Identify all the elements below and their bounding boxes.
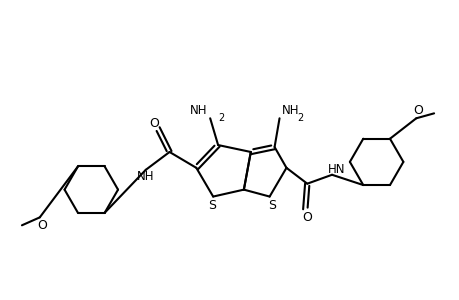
Text: 2: 2 bbox=[218, 113, 224, 123]
Text: NH: NH bbox=[281, 104, 298, 117]
Text: O: O bbox=[302, 211, 312, 224]
Text: O: O bbox=[37, 219, 47, 232]
Text: NH: NH bbox=[137, 170, 154, 183]
Text: S: S bbox=[208, 199, 216, 212]
Text: O: O bbox=[148, 117, 158, 130]
Text: 2: 2 bbox=[297, 113, 303, 123]
Text: O: O bbox=[412, 104, 422, 117]
Text: S: S bbox=[268, 199, 276, 212]
Text: HN: HN bbox=[328, 163, 345, 176]
Text: NH: NH bbox=[189, 104, 207, 117]
